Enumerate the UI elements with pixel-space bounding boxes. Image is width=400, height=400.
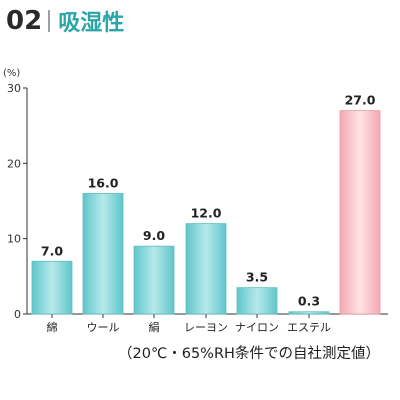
bar	[133, 245, 175, 315]
header-divider	[48, 10, 51, 32]
bar	[185, 223, 227, 315]
bar	[288, 311, 330, 315]
bar	[31, 260, 73, 315]
bar	[82, 193, 124, 315]
x-category-label: エステル	[287, 321, 331, 334]
measurement-footnote: （20℃・65%RH条件での自社測定値）	[118, 346, 380, 362]
x-category-label: レーヨン	[184, 321, 228, 334]
y-tick-label: 0	[14, 308, 21, 321]
y-tick-label: 30	[7, 82, 21, 95]
bar-value-label: 12.0	[191, 206, 222, 221]
bar-highlight	[339, 110, 381, 315]
bar-value-label: 9.0	[143, 228, 165, 243]
x-category-label: ウール	[87, 321, 120, 334]
section-title: 吸湿性	[58, 11, 125, 36]
x-category-label: 絹	[149, 320, 160, 334]
y-tick-label: 10	[7, 233, 21, 246]
bar-value-label: 0.3	[298, 294, 320, 309]
x-category-label: 綿	[47, 320, 58, 334]
bar	[236, 287, 278, 315]
section-number: 02	[6, 6, 43, 36]
bar-value-label: 27.0	[345, 93, 376, 108]
bar-value-label: 16.0	[88, 175, 119, 190]
x-category-label: ナイロン	[235, 321, 279, 334]
y-axis-unit-label: (%)	[3, 68, 20, 79]
bar-value-label: 3.5	[246, 270, 268, 285]
bar-value-label: 7.0	[41, 243, 63, 258]
section-header: 02 吸湿性	[6, 4, 124, 38]
y-tick-label: 20	[7, 157, 21, 170]
